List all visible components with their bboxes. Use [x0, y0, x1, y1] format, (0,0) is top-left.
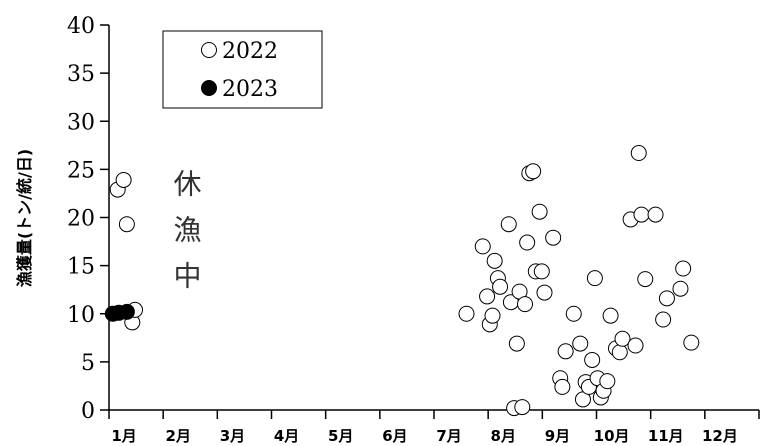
point-2022	[533, 263, 550, 280]
point-2022	[115, 171, 132, 188]
point-2022	[611, 344, 628, 361]
annotation-char: 休	[174, 167, 202, 200]
x-tick-label: 11月	[648, 427, 684, 445]
legend-box	[162, 30, 323, 109]
y-tick-label: 10	[67, 303, 95, 328]
point-2022	[514, 399, 531, 416]
x-tick-label: 9月	[545, 427, 570, 445]
point-2022	[557, 343, 574, 360]
point-2022	[484, 307, 501, 324]
y-axis-label: 漁獲量(トン/統/日)	[15, 149, 34, 287]
point-2022	[586, 270, 603, 287]
x-tick-label: 2月	[166, 427, 191, 445]
x-tick-label: 7月	[436, 427, 461, 445]
x-axis-ticks: 1月 2月 3月 4月 5月 6月 7月 8月 9月 10月 11月 12月	[108, 410, 760, 445]
point-2022	[655, 311, 672, 328]
point-2022	[675, 260, 692, 277]
legend-label: 2022	[222, 39, 278, 64]
point-2022	[531, 203, 548, 220]
point-2022	[602, 307, 619, 324]
point-2022	[614, 330, 631, 347]
point-2022	[118, 216, 135, 233]
point-2022	[633, 206, 650, 223]
x-tick-label: 1月	[111, 427, 136, 445]
legend-marker	[201, 80, 217, 96]
x-tick-label: 5月	[328, 427, 353, 445]
point-2022	[683, 334, 700, 351]
point-2022	[545, 229, 562, 246]
annotation-char: 中	[174, 259, 202, 292]
annotation-char: 漁	[174, 213, 202, 246]
point-2022	[584, 351, 601, 368]
legend: 2022 2023	[162, 30, 323, 109]
y-tick-label: 25	[67, 158, 95, 183]
point-2022	[479, 288, 496, 305]
point-2022	[458, 305, 475, 322]
y-tick-label: 5	[81, 351, 95, 376]
point-2022	[554, 378, 571, 395]
y-tick-label: 30	[67, 110, 95, 135]
point-2022	[525, 163, 542, 180]
y-tick-label: 40	[67, 14, 95, 39]
point-2022	[565, 305, 582, 322]
point-2022	[536, 284, 553, 301]
x-tick-label: 10月	[594, 427, 630, 445]
point-2022	[519, 234, 536, 251]
point-2022	[572, 335, 589, 352]
legend-label: 2023	[222, 77, 278, 102]
point-2022	[474, 238, 491, 255]
x-tick-label: 8月	[491, 427, 516, 445]
point-2022	[500, 216, 517, 233]
point-2022	[508, 335, 525, 352]
point-2022	[492, 278, 509, 295]
y-tick-label: 35	[67, 62, 95, 87]
point-2022	[486, 252, 503, 269]
y-tick-label: 0	[81, 399, 95, 424]
point-2022	[672, 280, 689, 297]
point-2022	[517, 296, 533, 313]
y-axis-ticks: 0 5 10 15 20 25 30 35 40	[67, 14, 109, 424]
point-2022	[647, 206, 664, 223]
x-tick-label: 4月	[274, 427, 299, 445]
point-2023	[118, 303, 135, 320]
x-tick-label: 12月	[702, 427, 738, 445]
y-tick-label: 15	[67, 255, 95, 280]
point-2022	[630, 145, 647, 162]
y-tick-label: 20	[67, 207, 95, 232]
point-2022	[599, 373, 616, 390]
legend-marker	[201, 42, 217, 58]
data-points	[104, 145, 700, 417]
closed-season-annotation: 休漁中	[174, 167, 202, 292]
point-2022	[658, 290, 675, 307]
x-tick-label: 3月	[220, 427, 245, 445]
point-2022	[627, 337, 644, 354]
point-2022	[637, 271, 654, 288]
x-tick-label: 6月	[382, 427, 407, 445]
